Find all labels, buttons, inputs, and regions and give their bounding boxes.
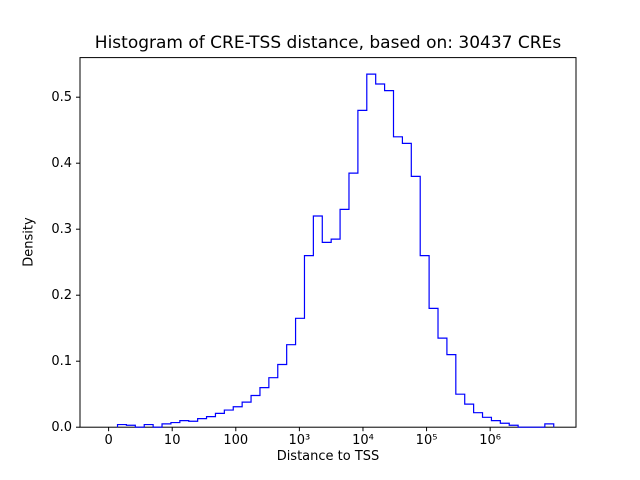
x-tick-label: 0 bbox=[104, 433, 112, 448]
x-tick-label: 100 bbox=[223, 433, 248, 448]
x-tick-label: 10³ bbox=[289, 433, 311, 448]
y-tick-label: 0.0 bbox=[51, 420, 72, 435]
axes-frame bbox=[79, 57, 577, 428]
x-axis-label: Distance to TSS bbox=[276, 449, 380, 464]
y-axis-label: Density bbox=[21, 217, 37, 267]
y-tick-label: 0.4 bbox=[51, 156, 72, 171]
x-tick-label: 10 bbox=[164, 433, 181, 448]
x-tick-label: 10⁶ bbox=[479, 433, 501, 448]
y-tick-label: 0.2 bbox=[51, 288, 72, 303]
y-tick-label: 0.3 bbox=[51, 222, 72, 237]
x-tick-label: 10⁴ bbox=[352, 433, 374, 448]
chart-title: Histogram of CRE-TSS distance, based on:… bbox=[94, 33, 562, 53]
y-tick-label: 0.1 bbox=[51, 354, 72, 369]
x-tick-label: 10⁵ bbox=[416, 433, 438, 448]
y-tick-label: 0.5 bbox=[51, 90, 72, 105]
histogram-step-line bbox=[116, 73, 555, 428]
